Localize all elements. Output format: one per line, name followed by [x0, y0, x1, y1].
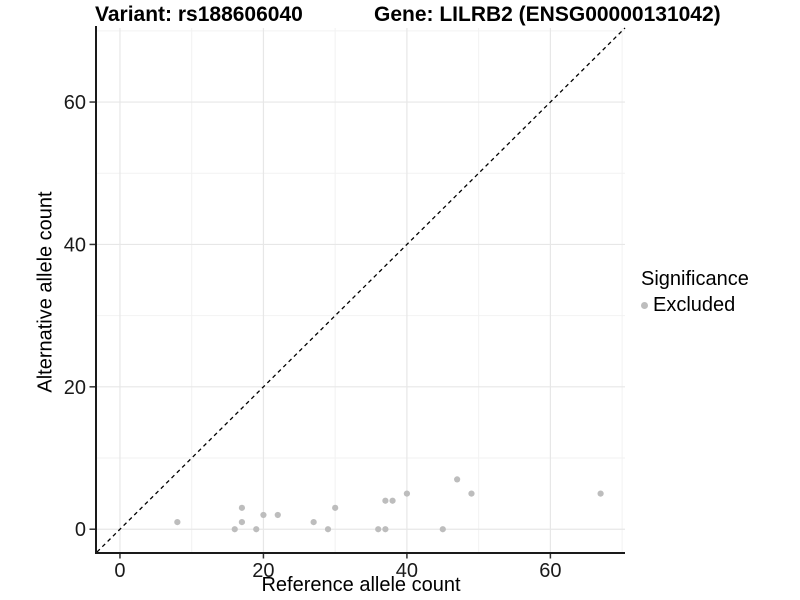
legend-title: Significance — [641, 268, 749, 290]
data-point — [382, 526, 389, 533]
data-point — [375, 526, 382, 533]
legend-item: Excluded — [641, 294, 749, 317]
x-tick-label: 20 — [252, 560, 274, 582]
data-point — [310, 518, 317, 526]
data-point — [454, 476, 461, 483]
y-axis-title: Alternative allele count — [34, 191, 57, 393]
data-point — [324, 526, 332, 533]
data-point — [231, 526, 238, 533]
data-point — [174, 518, 181, 526]
excluded-point-icon — [641, 302, 648, 309]
y-tick-label: 60 — [64, 92, 86, 114]
y-tick-label: 40 — [64, 234, 86, 256]
legend: Significance Excluded — [641, 268, 749, 317]
data-point — [238, 504, 246, 511]
data-point — [597, 490, 604, 497]
y-tick-label: 0 — [75, 519, 86, 541]
data-point — [389, 497, 396, 504]
data-point — [253, 526, 260, 533]
y-tick-label: 20 — [64, 377, 86, 399]
data-point — [439, 526, 446, 533]
x-tick-label: 60 — [539, 560, 561, 582]
data-point — [382, 497, 389, 504]
data-point — [332, 504, 339, 511]
data-point — [260, 511, 267, 519]
x-axis-title: Reference allele count — [261, 574, 461, 596]
legend-item-label: Excluded — [653, 294, 736, 316]
x-tick-label: 0 — [114, 560, 125, 582]
data-point — [403, 490, 411, 497]
plot-title-gene: Gene: LILRB2 (ENSG00000131042) — [374, 3, 721, 26]
data-point — [274, 511, 281, 519]
data-point — [238, 518, 246, 526]
identity-line — [96, 27, 626, 553]
x-tick-label: 40 — [396, 560, 418, 582]
data-point — [468, 490, 475, 497]
plot-title-variant: Variant: rs188606040 — [95, 3, 303, 26]
